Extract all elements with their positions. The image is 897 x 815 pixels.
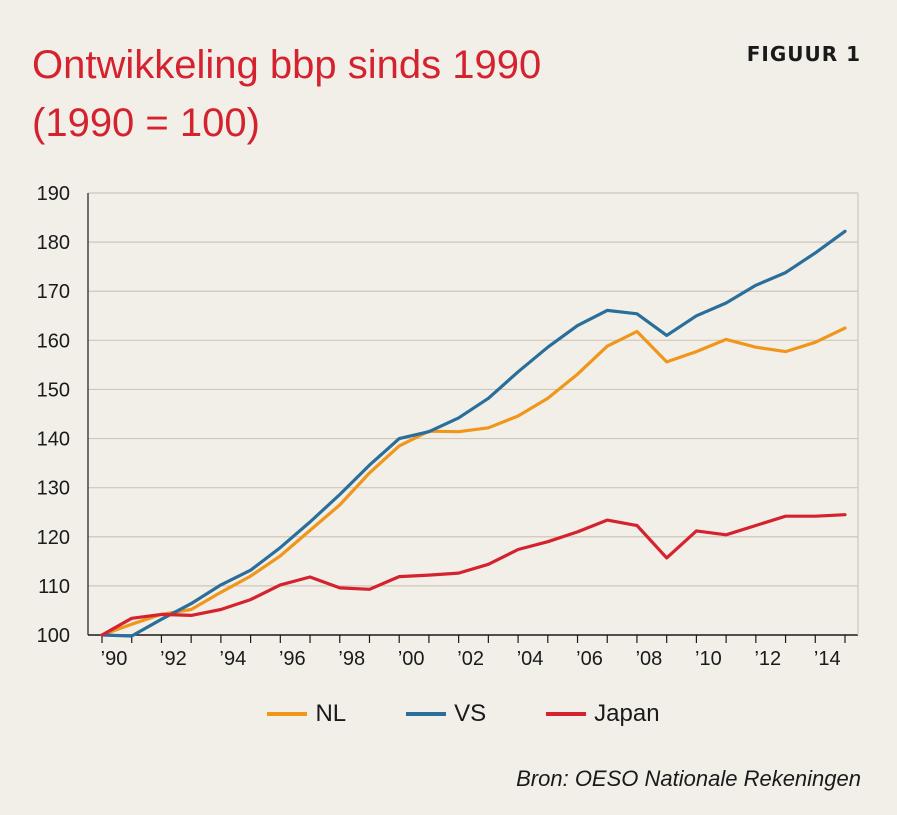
grid-lines <box>88 192 858 587</box>
x-tick-label: ’04 <box>517 648 544 670</box>
legend-label: VS <box>454 700 487 727</box>
y-tick-label: 120 <box>37 527 70 549</box>
series-lines <box>100 229 847 638</box>
legend-label: NL <box>315 700 347 727</box>
y-tick-label: 150 <box>37 379 70 401</box>
legend-label: Japan <box>594 700 660 727</box>
x-tick-label: ’96 <box>279 648 306 670</box>
x-tick-label: ’94 <box>220 648 247 670</box>
chart-title-line1: Ontwikkeling bbp sinds 1990 <box>32 43 542 87</box>
y-tick-label: 160 <box>37 330 70 352</box>
line-chart: 100 110 120 130 140 150 160 170 180 190 ’90 ’92 ’94… <box>37 183 859 670</box>
x-tick-label: ’12 <box>754 648 781 670</box>
x-tick-label: ’08 <box>636 648 663 670</box>
legend-item-vs: VS <box>406 700 486 728</box>
chart-title: Ontwikkeling bbp sinds 1990 (1990 = 100) <box>32 36 541 152</box>
legend-swatch <box>546 712 587 716</box>
y-tick-label: 110 <box>38 576 70 598</box>
figure-label: FIGUUR 1 <box>746 42 861 66</box>
source-note: Bron: OESO Nationale Rekeningen <box>516 766 861 791</box>
x-tick-label: ’10 <box>695 648 722 670</box>
series-line-nl <box>100 326 847 637</box>
legend-item-nl: NL <box>267 700 346 728</box>
y-tick-label: 170 <box>37 281 70 303</box>
y-axis-ticks: 100 110 120 130 140 150 160 170 180 190 <box>37 183 70 647</box>
legend-swatch <box>406 712 447 716</box>
x-tick-label: ’06 <box>576 648 603 670</box>
y-tick-label: 100 <box>37 625 70 647</box>
axes <box>87 193 859 636</box>
x-tick-label: ’02 <box>457 648 484 670</box>
x-tick-label: ’92 <box>160 648 187 670</box>
y-tick-label: 140 <box>37 429 70 451</box>
y-tick-label: 180 <box>37 232 70 254</box>
legend-swatch <box>267 712 308 716</box>
x-tick-label: ’90 <box>101 648 128 670</box>
y-tick-label: 130 <box>37 478 70 500</box>
x-axis-ticks: ’90 ’92 ’94 ’96 ’98 ’00 ’02 ’04 ’06 ’08 ’10 ’12 ’14 <box>101 635 846 670</box>
chart-title-line2: (1990 = 100) <box>32 101 260 145</box>
x-tick-label: ’98 <box>338 648 365 670</box>
series-line-vs <box>100 229 847 638</box>
y-tick-label: 190 <box>37 183 70 205</box>
x-tick-label: ’14 <box>814 648 841 670</box>
x-tick-label: ’00 <box>398 648 425 670</box>
legend-item-japan: Japan <box>546 700 660 728</box>
legend: NL VS Japan <box>0 700 897 728</box>
series-line-japan <box>100 513 847 637</box>
